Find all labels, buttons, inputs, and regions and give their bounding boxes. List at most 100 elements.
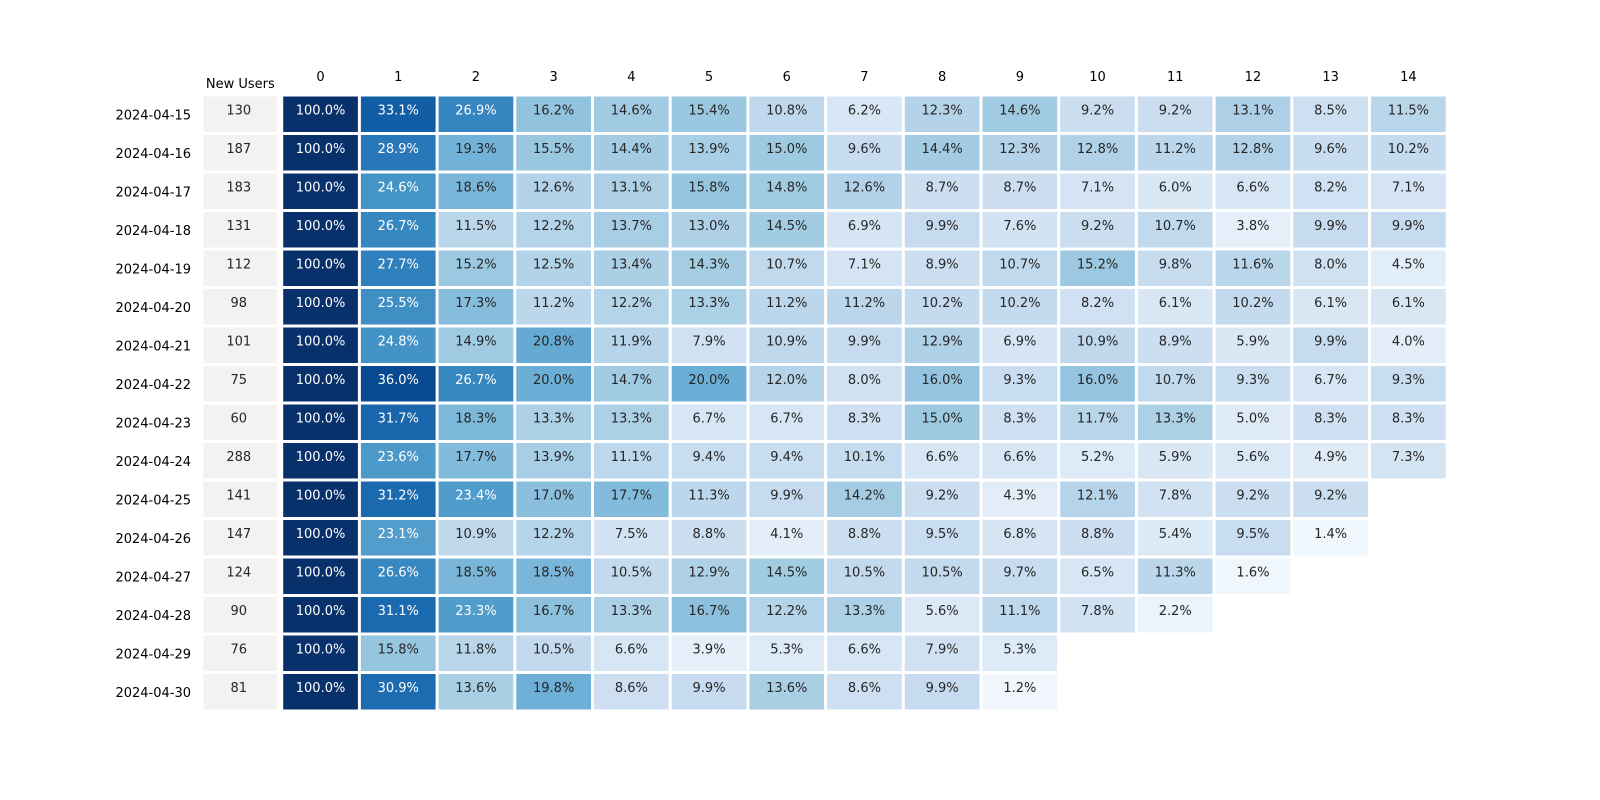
retention-cell bbox=[904, 327, 980, 363]
retention-cell bbox=[360, 481, 436, 517]
retention-value-label: 8.0% bbox=[1314, 257, 1347, 272]
retention-value-label: 23.1% bbox=[378, 527, 419, 542]
retention-cell bbox=[516, 135, 591, 171]
retention-cell bbox=[827, 135, 902, 171]
retention-cell bbox=[360, 96, 436, 132]
retention-value-label: 12.9% bbox=[688, 565, 729, 580]
retention-cell bbox=[438, 250, 514, 286]
retention-value-label: 2.2% bbox=[1159, 604, 1192, 619]
period-header-0: 0 bbox=[316, 70, 324, 85]
retention-cell bbox=[594, 481, 669, 517]
retention-cell bbox=[671, 212, 747, 248]
retention-cell bbox=[1060, 597, 1135, 633]
retention-cell bbox=[671, 135, 747, 171]
retention-value-label: 100.0% bbox=[296, 450, 346, 465]
retention-value-label: 8.9% bbox=[1159, 334, 1192, 349]
retention-value-label: 9.7% bbox=[1003, 565, 1036, 580]
retention-value-label: 9.9% bbox=[926, 681, 959, 696]
retention-cell bbox=[671, 96, 747, 132]
retention-cell bbox=[360, 635, 436, 671]
retention-cell bbox=[671, 289, 747, 325]
retention-value-label: 10.9% bbox=[766, 334, 807, 349]
retention-value-label: 20.0% bbox=[688, 373, 729, 388]
retention-cell bbox=[671, 558, 747, 594]
retention-cell bbox=[1060, 327, 1135, 363]
period-header-4: 4 bbox=[627, 70, 635, 85]
new-users-value: 101 bbox=[226, 334, 251, 349]
retention-value-label: 13.9% bbox=[533, 450, 574, 465]
retention-value-label: 13.6% bbox=[766, 681, 807, 696]
retention-value-label: 31.2% bbox=[378, 488, 419, 503]
retention-cell bbox=[1371, 250, 1446, 286]
retention-value-label: 7.1% bbox=[1081, 180, 1114, 195]
retention-value-label: 10.2% bbox=[1232, 296, 1273, 311]
retention-value-label: 9.9% bbox=[693, 681, 726, 696]
retention-cell bbox=[749, 558, 825, 594]
retention-cell bbox=[1293, 96, 1368, 132]
retention-cell bbox=[1215, 481, 1291, 517]
retention-value-label: 6.6% bbox=[848, 642, 881, 657]
retention-value-label: 7.8% bbox=[1081, 604, 1114, 619]
retention-cell bbox=[594, 674, 669, 710]
retention-value-label: 6.2% bbox=[848, 103, 881, 118]
retention-cell bbox=[671, 635, 747, 671]
retention-cell bbox=[982, 674, 1058, 710]
retention-value-label: 10.2% bbox=[921, 296, 962, 311]
retention-value-label: 6.6% bbox=[926, 450, 959, 465]
retention-value-label: 5.2% bbox=[1081, 450, 1114, 465]
cohort-label: 2024-04-19 bbox=[115, 262, 191, 277]
new-users-cell bbox=[203, 635, 278, 671]
retention-cell bbox=[904, 520, 980, 556]
new-users-cell bbox=[203, 404, 278, 440]
retention-value-label: 8.8% bbox=[693, 527, 726, 542]
retention-cell bbox=[516, 96, 591, 132]
retention-value-label: 30.9% bbox=[378, 681, 419, 696]
retention-value-label: 17.3% bbox=[455, 296, 496, 311]
retention-cell bbox=[749, 173, 825, 209]
retention-value-label: 28.9% bbox=[378, 142, 419, 157]
retention-value-label: 14.7% bbox=[611, 373, 652, 388]
retention-cell bbox=[904, 212, 980, 248]
retention-value-label: 13.6% bbox=[455, 681, 496, 696]
cohort-label: 2024-04-24 bbox=[115, 455, 191, 470]
retention-value-label: 10.1% bbox=[844, 450, 885, 465]
retention-cell bbox=[1293, 404, 1368, 440]
retention-value-label: 8.5% bbox=[1314, 103, 1347, 118]
retention-cell bbox=[827, 96, 902, 132]
retention-value-label: 11.5% bbox=[455, 219, 496, 234]
retention-cell bbox=[1137, 96, 1213, 132]
retention-cell bbox=[1060, 443, 1135, 479]
new-users-cell bbox=[203, 443, 278, 479]
cohort-label: 2024-04-30 bbox=[115, 686, 191, 701]
retention-value-label: 9.4% bbox=[693, 450, 726, 465]
retention-cell bbox=[1215, 135, 1291, 171]
retention-cell bbox=[594, 212, 669, 248]
retention-cell bbox=[904, 597, 980, 633]
retention-cell bbox=[438, 404, 514, 440]
retention-cell bbox=[594, 327, 669, 363]
retention-value-label: 25.5% bbox=[378, 296, 419, 311]
cohort-label: 2024-04-17 bbox=[115, 185, 191, 200]
period-header-5: 5 bbox=[705, 70, 713, 85]
retention-value-label: 23.4% bbox=[455, 488, 496, 503]
retention-value-label: 11.7% bbox=[1077, 411, 1118, 426]
retention-value-label: 5.3% bbox=[1003, 642, 1036, 657]
retention-cell bbox=[982, 597, 1058, 633]
retention-cell bbox=[516, 289, 591, 325]
retention-cell bbox=[438, 443, 514, 479]
retention-value-label: 15.0% bbox=[766, 142, 807, 157]
retention-value-label: 11.5% bbox=[1388, 103, 1429, 118]
retention-cell bbox=[1371, 96, 1446, 132]
retention-value-label: 14.2% bbox=[844, 488, 885, 503]
retention-cell bbox=[594, 443, 669, 479]
new-users-cell bbox=[203, 481, 278, 517]
retention-cell bbox=[982, 212, 1058, 248]
retention-value-label: 7.9% bbox=[693, 334, 726, 349]
retention-value-label: 10.8% bbox=[766, 103, 807, 118]
retention-value-label: 15.8% bbox=[378, 642, 419, 657]
retention-value-label: 11.2% bbox=[1155, 142, 1196, 157]
retention-value-label: 7.5% bbox=[615, 527, 648, 542]
retention-value-label: 18.6% bbox=[455, 180, 496, 195]
period-header-12: 12 bbox=[1245, 70, 1262, 85]
